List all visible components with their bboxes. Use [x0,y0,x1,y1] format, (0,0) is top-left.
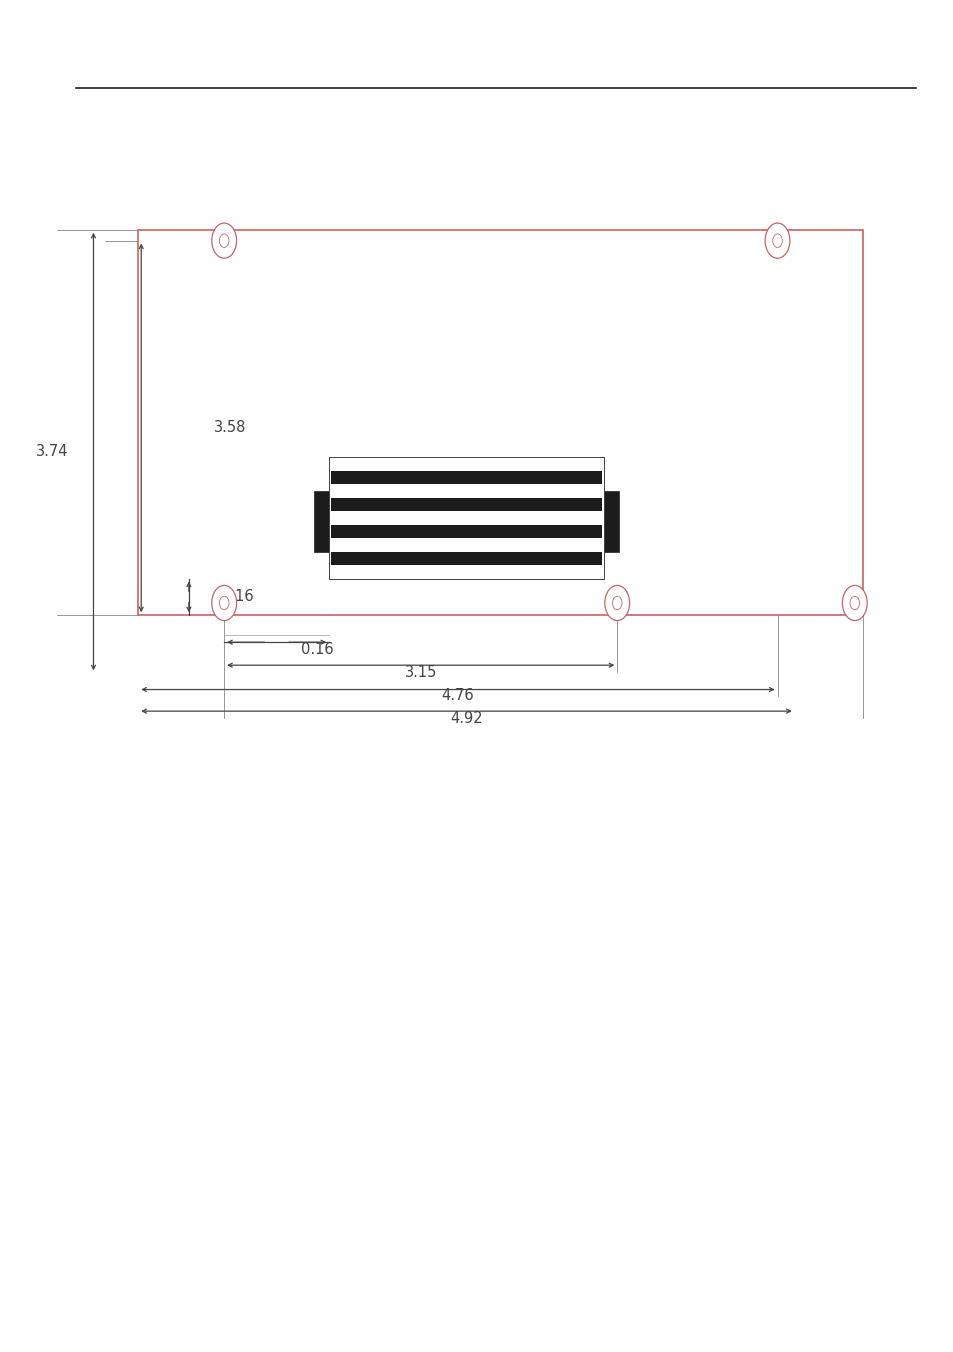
Text: 3.15: 3.15 [404,665,436,680]
Circle shape [219,234,229,247]
Circle shape [849,596,859,610]
Bar [331,498,601,511]
Text: 4.76: 4.76 [441,688,474,703]
Bar [331,552,601,565]
Bar [331,525,601,538]
Text: 0.16: 0.16 [221,589,253,604]
Circle shape [772,234,781,247]
Circle shape [841,585,866,621]
Text: 3.58: 3.58 [213,420,246,435]
Bar [331,470,601,484]
Circle shape [764,223,789,258]
Text: 0.16: 0.16 [300,642,333,657]
Circle shape [219,596,229,610]
Circle shape [212,585,236,621]
Circle shape [604,585,629,621]
Bar [138,230,862,615]
Bar [314,491,329,552]
Bar [603,491,618,552]
Text: 4.92: 4.92 [450,711,482,726]
Circle shape [612,596,621,610]
Text: 3.74: 3.74 [36,443,69,460]
Bar [329,457,603,579]
Bar [329,457,603,579]
Circle shape [212,223,236,258]
